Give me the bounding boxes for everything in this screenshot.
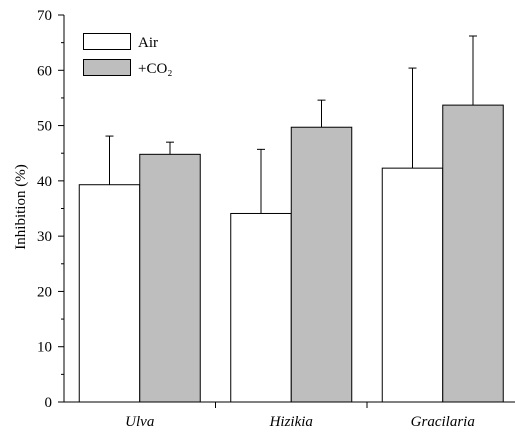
y-tick-label-20: 20: [37, 284, 52, 300]
bar-gracilaria-co2: [442, 104, 504, 403]
error-bar-ulva-co2: [166, 141, 174, 155]
bar-hizikia-air: [230, 212, 292, 403]
legend-label-air: Air: [138, 35, 158, 51]
legend-swatch-air: [83, 33, 131, 50]
bar-hizikia-co2: [290, 126, 353, 403]
bar-ulva-co2: [139, 153, 201, 403]
error-bars: [105, 35, 477, 214]
y-axis-label: Inhibition (%): [13, 164, 29, 249]
legend-swatch-co2: [83, 59, 131, 76]
legend-label-co2: +CO₂: [138, 61, 173, 77]
x-tick-label-hizikia: Hizikia: [269, 414, 313, 430]
y-tick-label-0: 0: [45, 395, 53, 411]
category-labels: Ulva Hizikia Gracilaria: [125, 414, 475, 430]
y-tick-label-70: 70: [37, 8, 52, 24]
y-tick-label-30: 30: [37, 229, 52, 245]
error-bar-hizikia-co2: [317, 99, 326, 128]
y-tick-label-10: 10: [37, 340, 52, 356]
x-tick-label-gracilaria: Gracilaria: [411, 414, 475, 430]
y-tick-label-60: 60: [37, 63, 52, 79]
bar-gracilaria-air: [381, 167, 444, 403]
y-tick-label-40: 40: [37, 174, 52, 190]
bars: [78, 104, 504, 403]
x-tick-label-ulva: Ulva: [125, 414, 154, 430]
error-bar-hizikia-air: [257, 148, 265, 214]
error-bar-gracilaria-air: [408, 67, 417, 169]
bar-ulva-air: [78, 184, 141, 403]
error-bar-gracilaria-co2: [469, 35, 477, 106]
y-ticks: 0 10 20 30 40 50 60 70: [37, 8, 64, 411]
error-bar-ulva-air: [105, 135, 114, 185]
y-tick-label-50: 50: [37, 119, 52, 135]
legend: Air +CO₂: [83, 33, 173, 77]
x-ticks: [215, 402, 368, 408]
